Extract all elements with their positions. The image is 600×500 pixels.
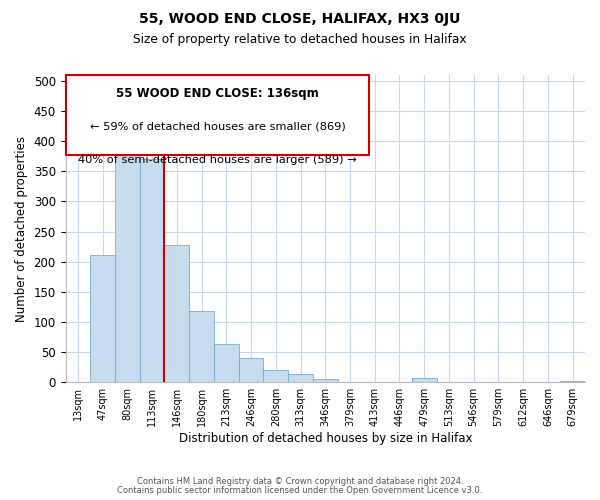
Bar bbox=[313, 379, 338, 382]
Text: Size of property relative to detached houses in Halifax: Size of property relative to detached ho… bbox=[133, 32, 467, 46]
Bar bbox=[115, 138, 140, 382]
Bar bbox=[214, 344, 239, 382]
Bar bbox=[288, 374, 313, 382]
Bar bbox=[239, 358, 263, 382]
Y-axis label: Number of detached properties: Number of detached properties bbox=[15, 136, 28, 322]
Bar bbox=[90, 254, 115, 382]
FancyBboxPatch shape bbox=[65, 75, 370, 155]
Text: Contains public sector information licensed under the Open Government Licence v3: Contains public sector information licen… bbox=[118, 486, 482, 495]
Bar bbox=[164, 245, 189, 382]
Bar bbox=[140, 160, 164, 382]
Text: ← 59% of detached houses are smaller (869): ← 59% of detached houses are smaller (86… bbox=[89, 121, 346, 131]
Bar bbox=[263, 370, 288, 382]
Text: 40% of semi-detached houses are larger (589) →: 40% of semi-detached houses are larger (… bbox=[78, 155, 357, 165]
Bar bbox=[189, 311, 214, 382]
Text: 55, WOOD END CLOSE, HALIFAX, HX3 0JU: 55, WOOD END CLOSE, HALIFAX, HX3 0JU bbox=[139, 12, 461, 26]
X-axis label: Distribution of detached houses by size in Halifax: Distribution of detached houses by size … bbox=[179, 432, 472, 445]
Text: 55 WOOD END CLOSE: 136sqm: 55 WOOD END CLOSE: 136sqm bbox=[116, 88, 319, 101]
Text: Contains HM Land Registry data © Crown copyright and database right 2024.: Contains HM Land Registry data © Crown c… bbox=[137, 477, 463, 486]
Bar bbox=[412, 378, 437, 382]
Bar bbox=[560, 381, 585, 382]
